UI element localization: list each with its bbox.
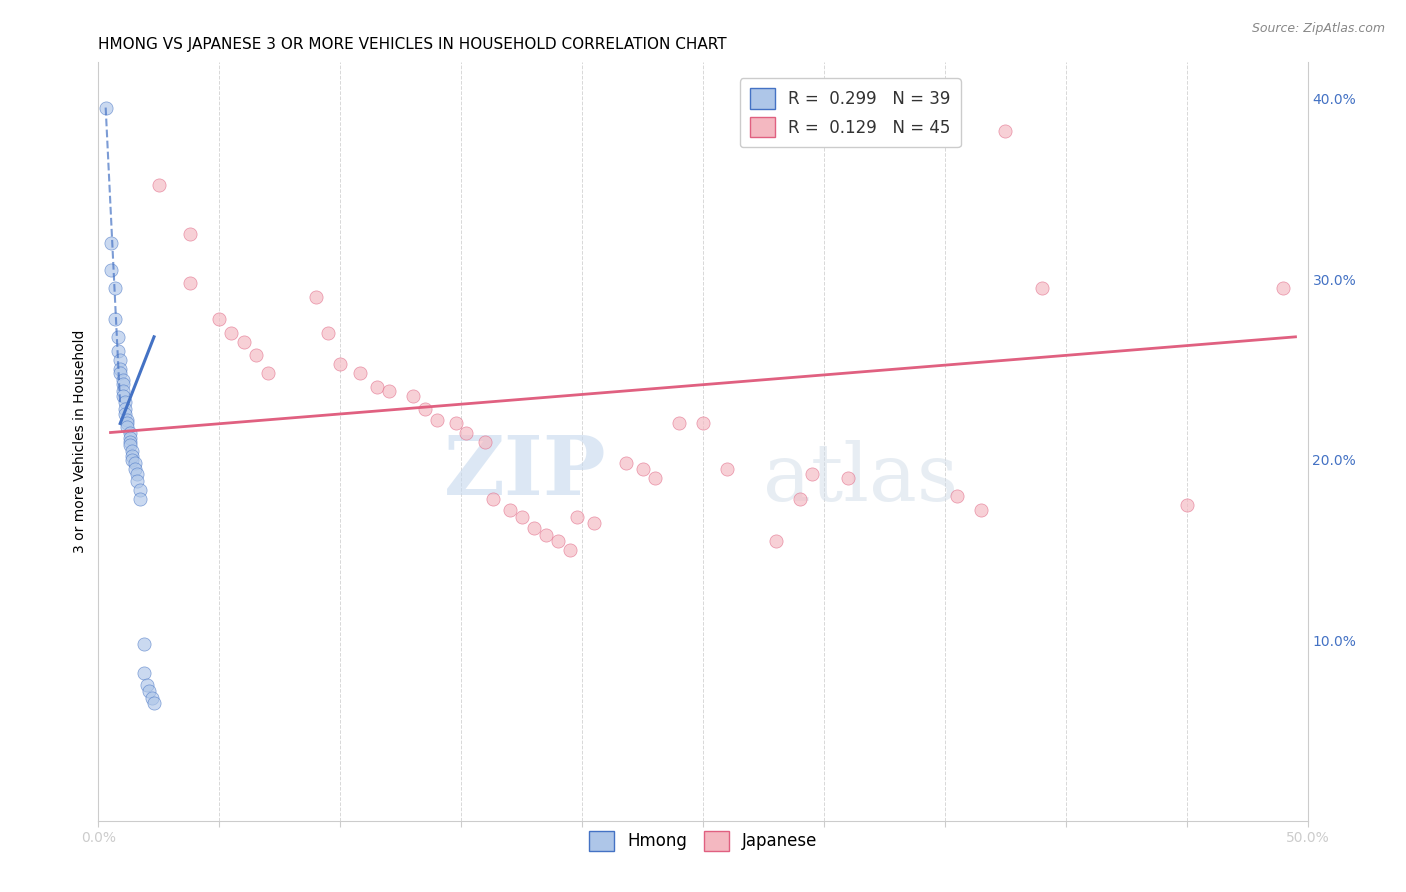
Point [994,124,1017,138]
Point [117,420,139,434]
Point [668,417,690,431]
Point [114,408,136,422]
Point [117,417,139,431]
Point [104,281,127,295]
Point [114,402,136,417]
Point [366,380,388,394]
Point [179,227,201,241]
Point [128,492,150,507]
Point [221,326,243,341]
Point [94,101,117,115]
Point [127,475,149,489]
Point [121,449,143,463]
Point [402,389,425,403]
Point [305,290,328,304]
Point [117,413,139,427]
Point [114,394,136,409]
Point [111,376,134,391]
Point [232,335,254,350]
Point [349,366,371,380]
Point [121,452,143,467]
Point [789,492,811,507]
Point [118,425,141,440]
Point [104,311,127,326]
Point [567,510,589,524]
Point [377,384,399,398]
Point [141,690,163,705]
Point [510,510,533,524]
Point [644,470,666,484]
Point [108,353,131,368]
Point [534,528,557,542]
Point [614,456,637,470]
Point [454,425,477,440]
Point [108,366,131,380]
Point [474,434,496,449]
Point [837,470,859,484]
Text: ZIP: ZIP [444,432,606,512]
Point [118,434,141,449]
Point [970,503,993,517]
Point [523,521,546,535]
Point [111,384,134,398]
Point [179,276,201,290]
Point [558,542,581,557]
Point [127,467,149,481]
Point [107,344,129,359]
Point [128,483,150,498]
Point [716,461,738,475]
Point [118,431,141,445]
Point [446,417,468,431]
Point [692,417,714,431]
Point [100,263,122,277]
Point [256,366,278,380]
Point [107,330,129,344]
Point [631,461,654,475]
Point [1031,281,1053,295]
Point [111,373,134,387]
Point [1272,281,1295,295]
Point [108,362,131,376]
Point [134,665,156,680]
Point [121,443,143,458]
Point [118,438,141,452]
Point [800,467,823,481]
Point [583,516,606,530]
Point [135,678,157,692]
Point [124,456,146,470]
Point [426,413,449,427]
Point [111,389,134,403]
Point [1175,498,1198,512]
Point [498,503,520,517]
Point [100,235,122,250]
Point [245,348,267,362]
Point [547,533,569,548]
Point [143,696,166,710]
Y-axis label: 3 or more Vehicles in Household: 3 or more Vehicles in Household [73,330,87,553]
Point [765,533,787,548]
Point [481,492,503,507]
Point [148,178,170,193]
Point [138,683,160,698]
Text: Source: ZipAtlas.com: Source: ZipAtlas.com [1251,22,1385,36]
Point [208,311,231,326]
Point [413,402,436,417]
Point [329,357,352,371]
Point [124,461,146,475]
Point [316,326,339,341]
Text: HMONG VS JAPANESE 3 OR MORE VEHICLES IN HOUSEHOLD CORRELATION CHART: HMONG VS JAPANESE 3 OR MORE VEHICLES IN … [98,37,727,52]
Text: atlas: atlas [763,441,959,518]
Point [946,489,969,503]
Legend: Hmong, Japanese: Hmong, Japanese [582,824,824,858]
Point [134,637,156,651]
